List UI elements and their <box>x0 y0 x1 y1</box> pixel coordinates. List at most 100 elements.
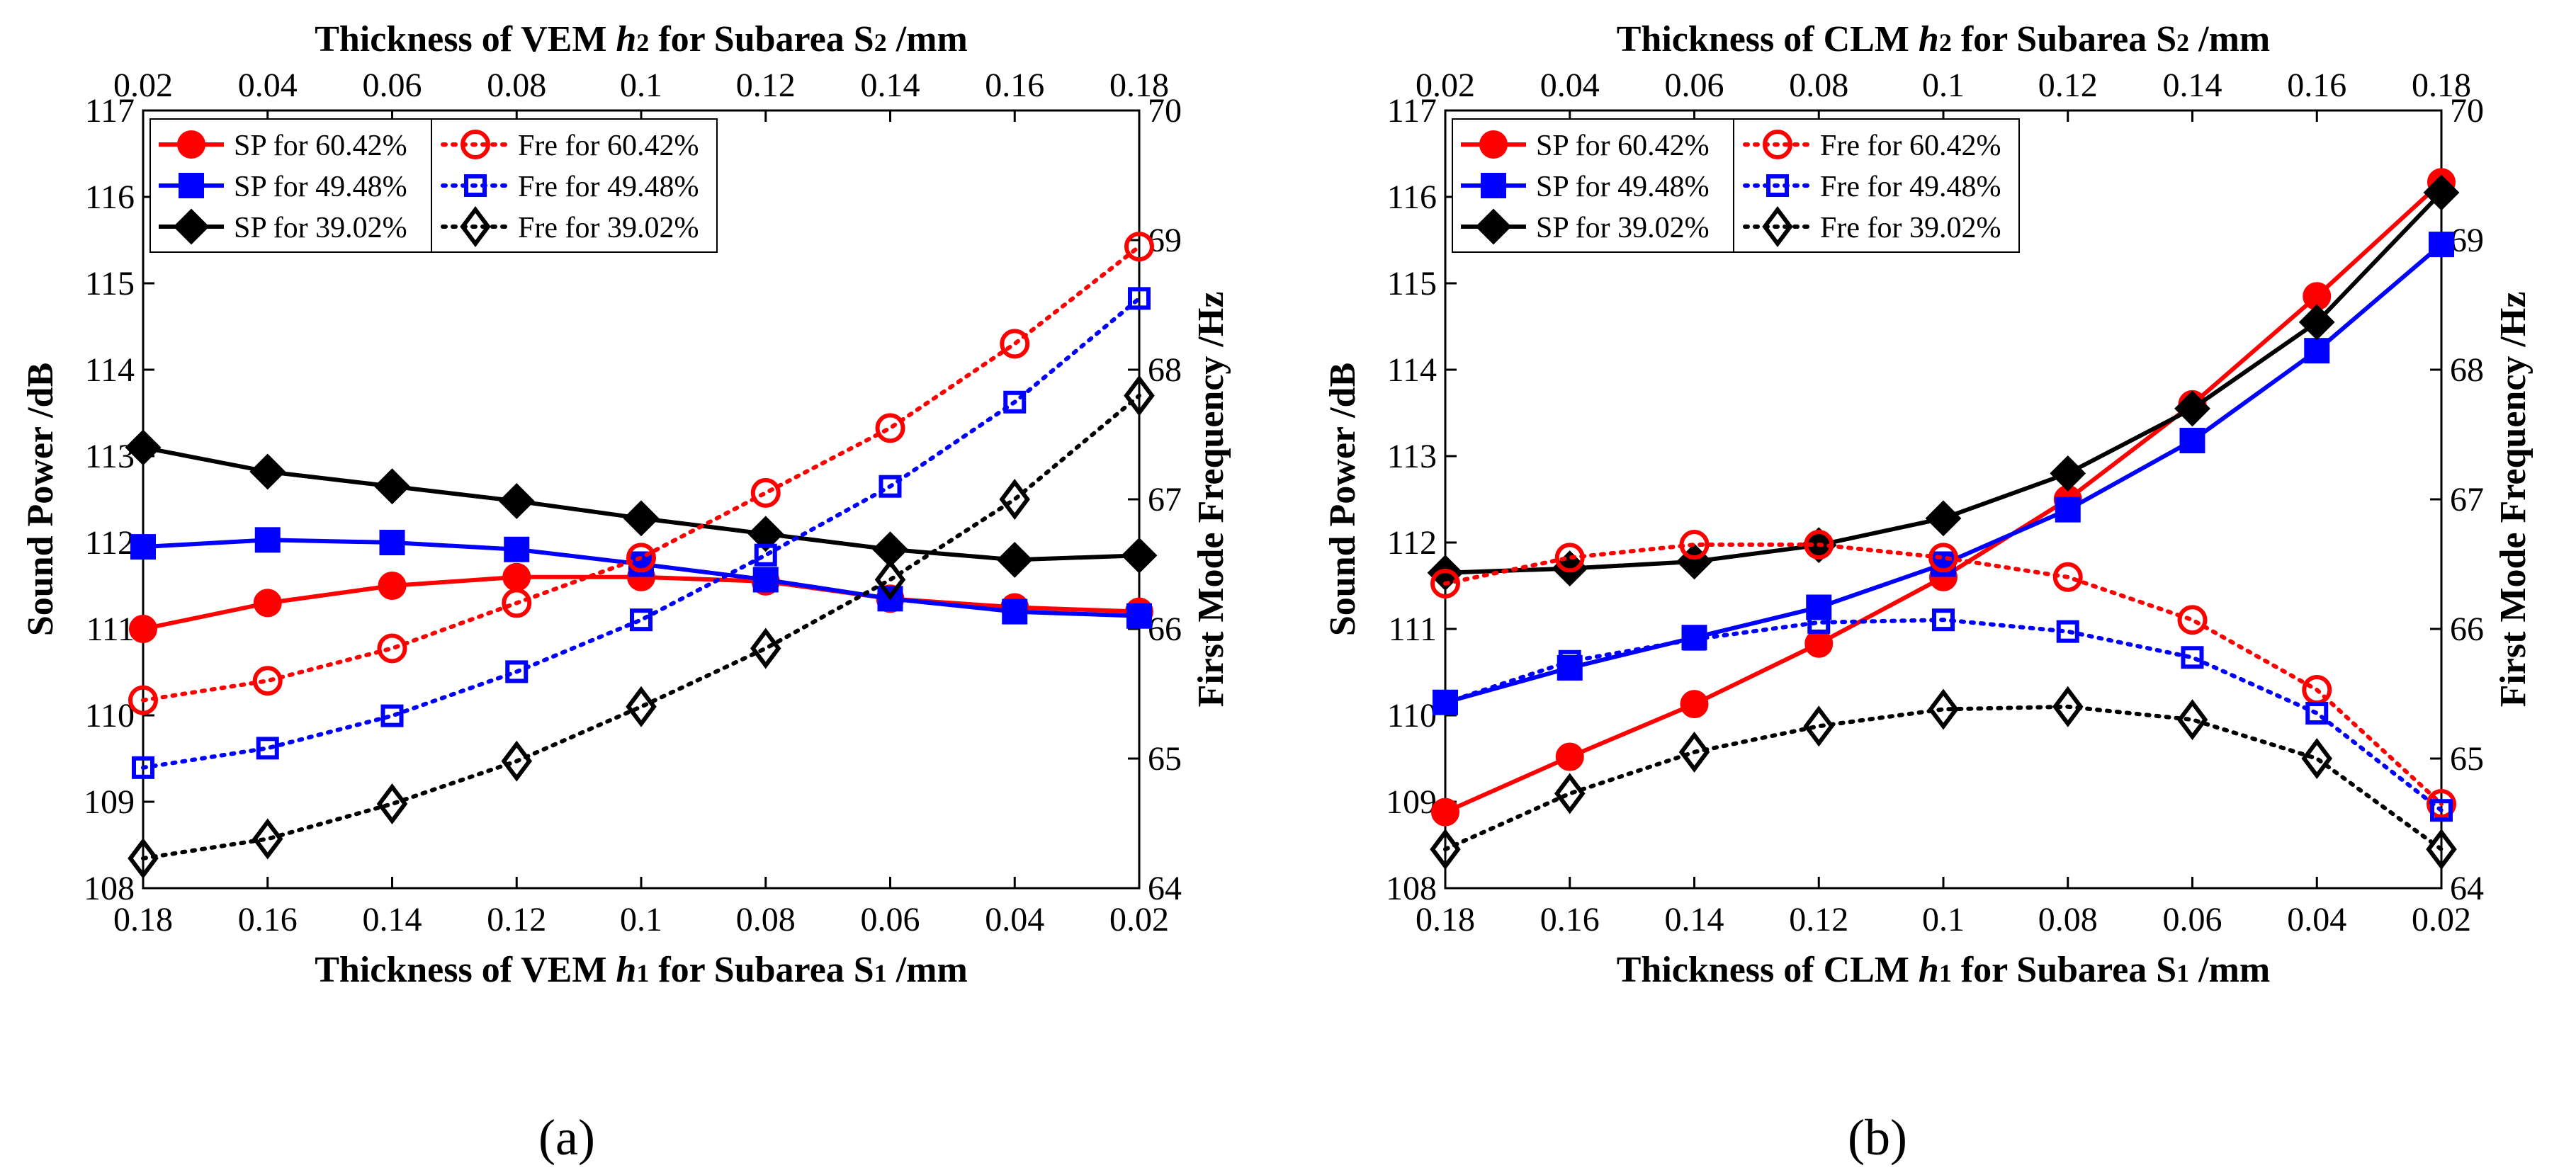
bottom-tick-label: 0.16 <box>1540 901 1600 938</box>
data-point <box>1124 232 1154 262</box>
right-tick-label: 69 <box>2450 222 2484 259</box>
legend-entry-label: Fre for 60.42% <box>518 130 699 162</box>
data-point <box>128 837 159 879</box>
left-tick-label: 108 <box>1386 870 1437 907</box>
legend-swatch-marker <box>1762 206 1793 247</box>
data-point <box>2298 304 2335 341</box>
legend-swatch-marker <box>173 208 210 245</box>
top-tick-label: 0.1 <box>1922 67 1965 104</box>
panel-label: (a) <box>538 1109 595 1166</box>
series-fre-for-49-48- <box>132 287 1151 779</box>
data-point <box>1003 390 1027 414</box>
data-point <box>2304 338 2330 364</box>
data-point <box>872 531 908 568</box>
left-tick-label: 110 <box>85 697 135 734</box>
bottom-tick-label: 0.06 <box>2163 901 2222 938</box>
right-tick-label: 66 <box>2450 611 2484 648</box>
series-fre-for-49-48- <box>1434 608 2453 822</box>
right-axis-title: First Mode Frequency /Hz <box>1191 292 1231 708</box>
left-tick-label: 112 <box>85 524 135 562</box>
top-tick-label: 0.08 <box>1789 67 1848 104</box>
bottom-tick-label: 0.12 <box>1789 901 1848 938</box>
series-line <box>1443 618 2444 813</box>
data-point <box>2181 646 2204 669</box>
data-point <box>130 534 156 560</box>
top-tick-label: 0.04 <box>238 67 298 104</box>
top-axis-title: Thickness of VEM h2 for Subarea S2 /mm <box>315 19 968 59</box>
series-sp-for-49-48- <box>1433 232 2454 715</box>
bottom-tick-label: 0.06 <box>861 901 920 938</box>
data-point <box>379 530 405 555</box>
chart-panel-b: 0.18 0.02 0.16 0.04 0.14 0.06 0.12 0.08 0.1 0.1 0.… <box>1323 19 2533 1166</box>
data-point <box>253 589 282 618</box>
data-point <box>1804 629 1834 658</box>
left-tick-label: 109 <box>1386 783 1437 821</box>
data-point <box>125 429 162 466</box>
data-point <box>1002 598 1028 625</box>
data-point <box>1679 530 1710 560</box>
data-point <box>498 483 535 519</box>
data-point <box>1430 829 1461 870</box>
series-fre-for-39-02- <box>128 375 1155 879</box>
panel-label: (b) <box>1848 1109 1907 1166</box>
left-tick-label: 111 <box>86 611 135 648</box>
data-point <box>128 685 158 715</box>
legend-swatch-marker <box>1475 208 1512 245</box>
legend-swatch-marker <box>1481 173 1506 198</box>
data-point <box>376 783 408 825</box>
data-point <box>1555 742 1584 771</box>
legend-swatch-marker <box>461 130 490 159</box>
data-point <box>2429 232 2454 258</box>
data-point <box>2427 789 2456 819</box>
data-point <box>1683 628 1706 651</box>
data-point <box>1000 329 1030 359</box>
data-point <box>2056 620 2079 643</box>
top-axis-title: Thickness of CLM h2 for Subarea S2 /mm <box>1617 19 2271 59</box>
bottom-tick-label: 0.16 <box>238 901 298 938</box>
data-point <box>378 572 407 600</box>
series-line <box>141 244 1141 703</box>
chart-panel-a: 0.18 0.02 0.16 0.04 0.14 0.06 0.12 0.08 0.1 0.1 0.… <box>21 19 1231 1166</box>
data-point <box>1430 568 1460 598</box>
bottom-tick-label: 0.1 <box>620 901 662 938</box>
data-point <box>1932 608 1955 632</box>
left-tick-label: 111 <box>1389 611 1437 648</box>
top-tick-label: 0.16 <box>985 67 1044 104</box>
data-point <box>1558 649 1581 673</box>
legend-box <box>1452 118 2020 253</box>
legend-box <box>149 118 718 253</box>
legend-swatch-marker <box>464 174 487 197</box>
left-tick-label: 108 <box>84 870 135 907</box>
data-point <box>1554 773 1586 814</box>
legend-swatch-marker <box>1763 130 1792 159</box>
data-point <box>2301 738 2332 779</box>
left-tick-label: 114 <box>1387 351 1437 389</box>
series-line <box>141 296 1141 770</box>
series-line <box>1445 242 2443 705</box>
legend-swatch-marker <box>460 206 491 247</box>
top-tick-label: 0.02 <box>113 67 173 104</box>
right-tick-label: 64 <box>1148 870 1182 907</box>
bottom-tick-label: 0.04 <box>985 901 1044 938</box>
right-tick-label: 70 <box>2450 92 2484 130</box>
legend: SP for 60.42% Fre for 60.42% SP for 49.48%… <box>149 118 718 253</box>
data-point <box>754 543 777 567</box>
top-tick-label: 0.18 <box>1109 67 1169 104</box>
data-point <box>249 453 286 490</box>
data-point <box>630 608 653 632</box>
bottom-tick-label: 0.1 <box>1922 901 1965 938</box>
right-tick-label: 68 <box>1148 351 1182 389</box>
data-point <box>875 413 905 443</box>
data-point <box>999 479 1030 520</box>
left-tick-label: 116 <box>1387 178 1437 216</box>
data-point <box>1803 705 1834 747</box>
bottom-tick-label: 0.04 <box>2287 901 2346 938</box>
legend-entry-label: SP for 60.42% <box>234 130 407 162</box>
series-fre-for-39-02- <box>1430 686 2457 870</box>
data-point <box>623 500 660 537</box>
data-point <box>252 818 283 860</box>
data-point <box>502 588 532 618</box>
data-point <box>1434 691 1457 715</box>
legend-swatch-marker <box>1766 174 1789 197</box>
